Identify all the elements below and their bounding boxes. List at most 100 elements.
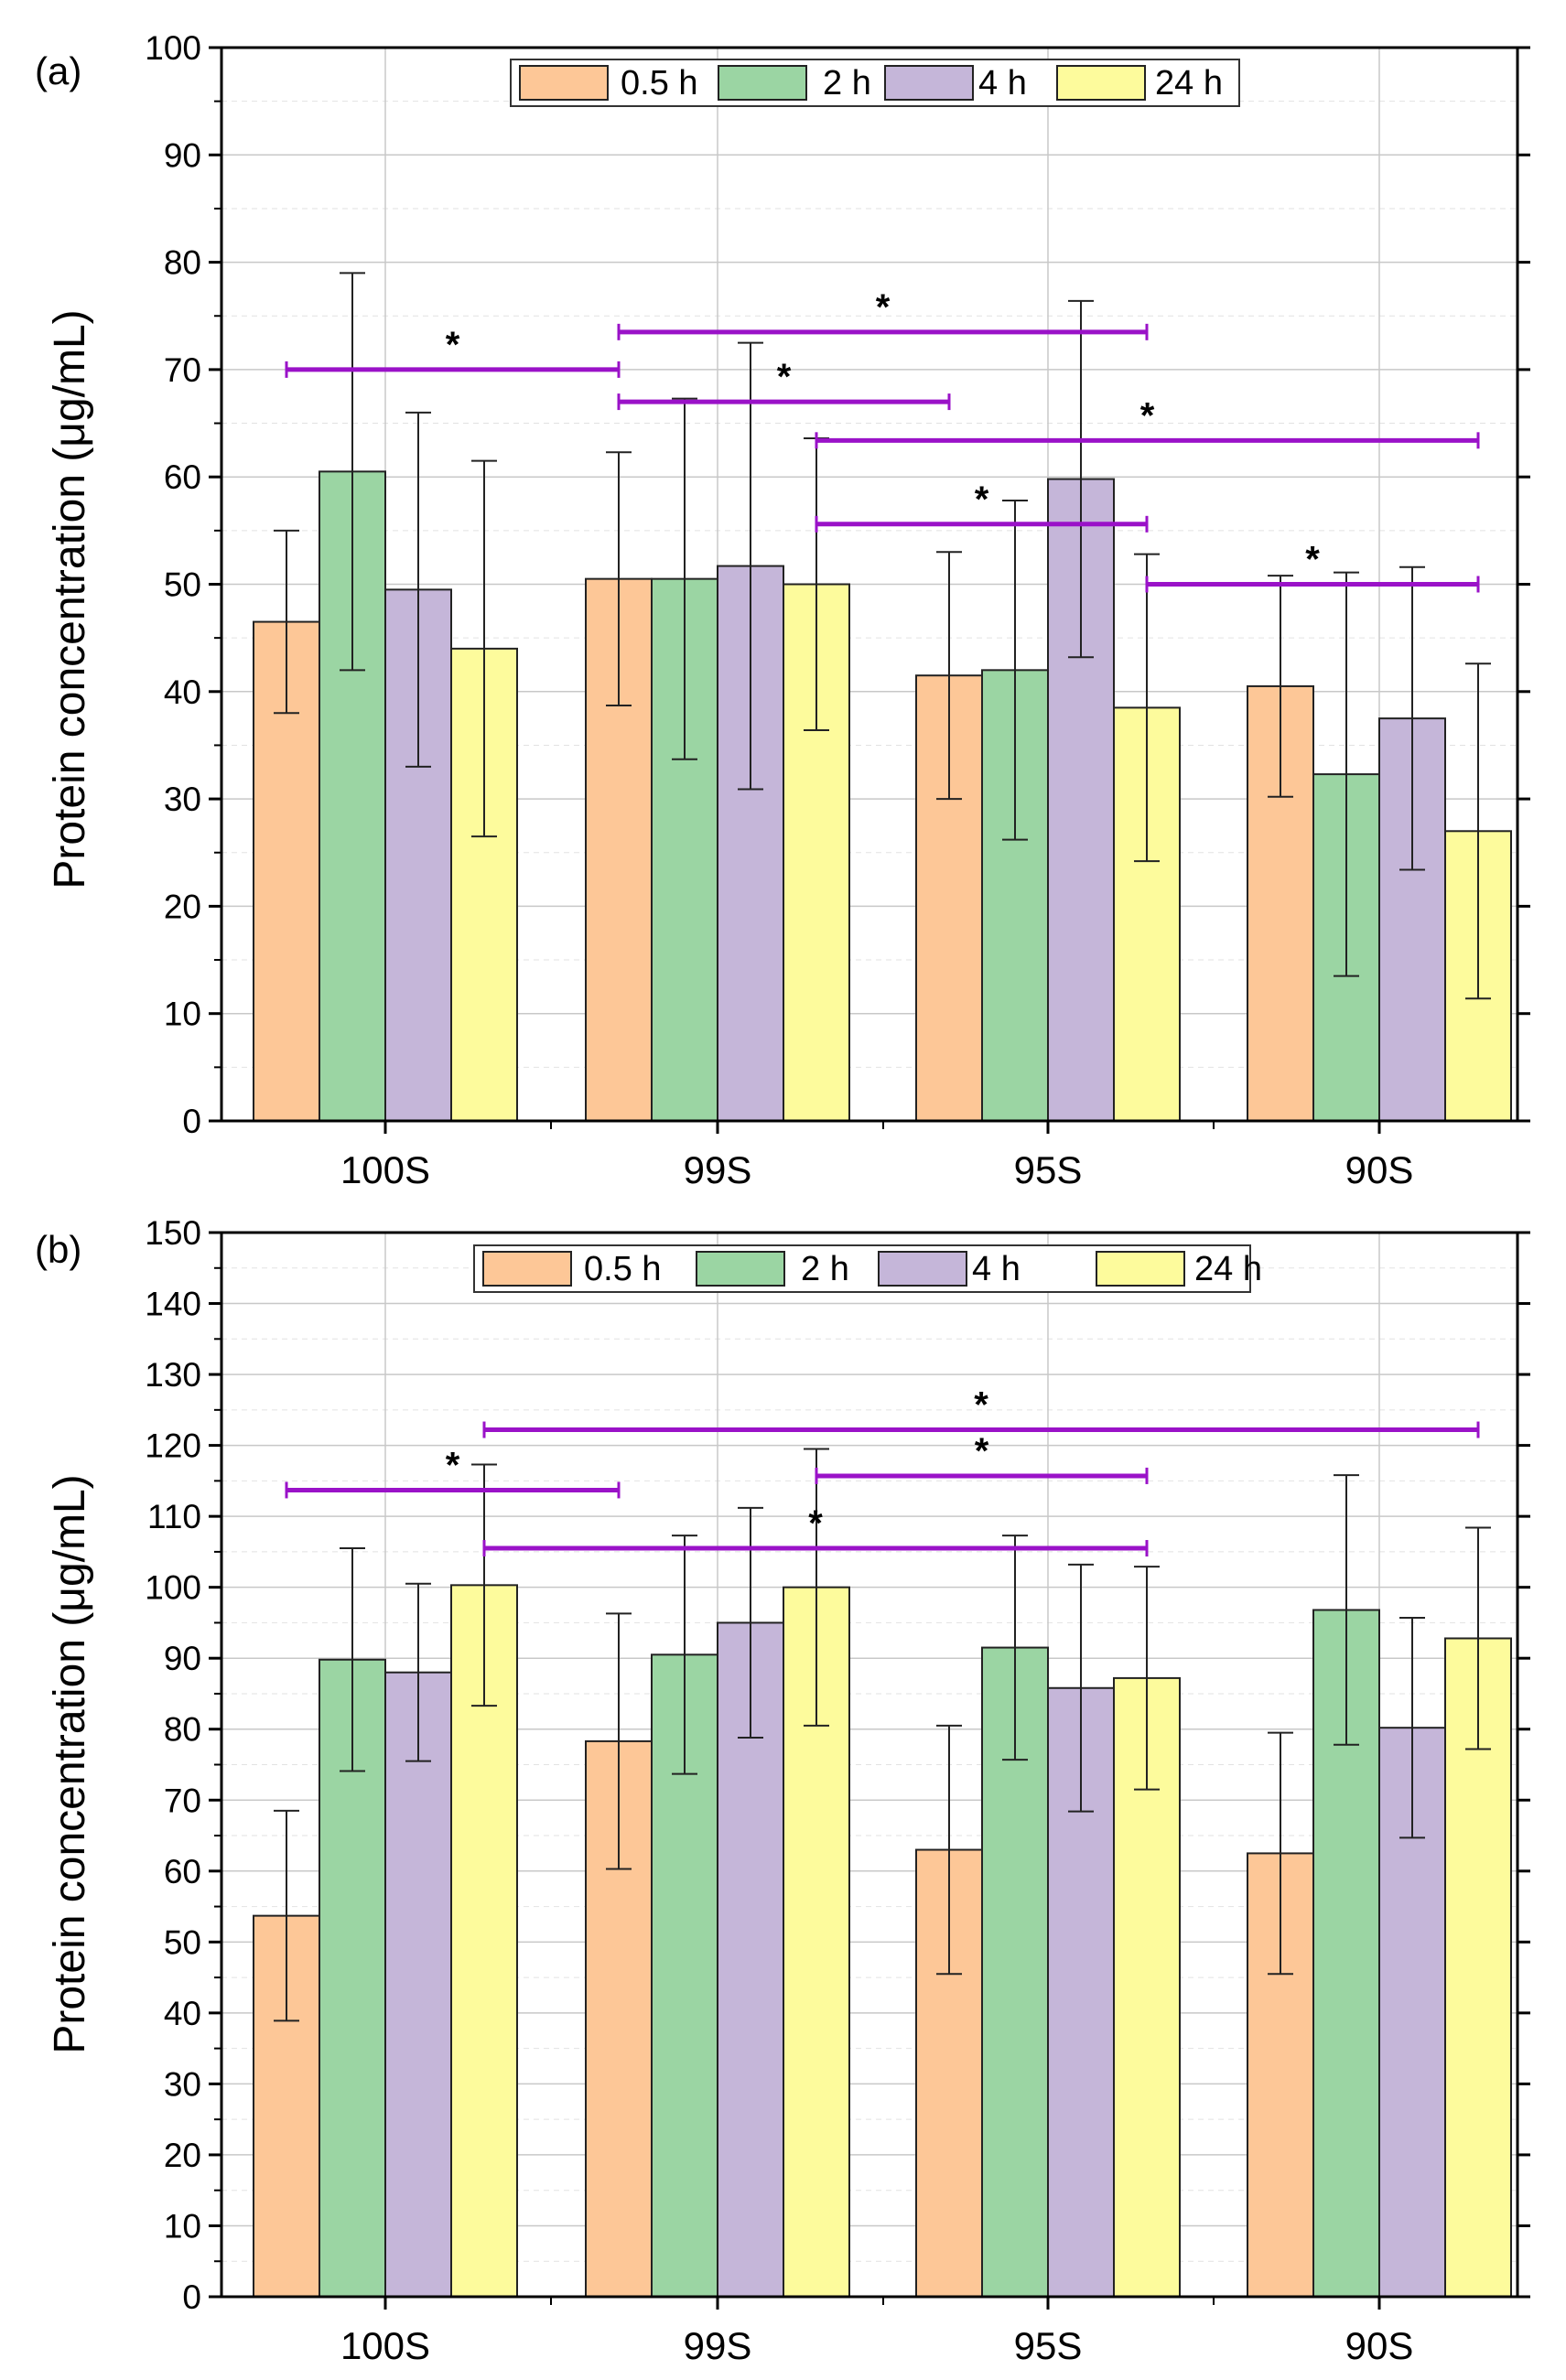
legend-b: 0.5 h 2 h 4 h 24 h	[473, 1244, 1262, 1293]
panel-label-b: (b)	[35, 1228, 81, 1271]
significance-bracket: *	[285, 325, 621, 378]
bar-100S-4h	[384, 1671, 452, 2298]
bars-b	[253, 1448, 1512, 2299]
error-bar	[1399, 565, 1425, 871]
legend-swatch	[696, 1251, 785, 1287]
legend-label: 24 h	[1194, 1250, 1262, 1288]
y-tick-label: 100	[145, 29, 201, 67]
error-bar	[672, 1535, 697, 1775]
significance-bracket: *	[617, 357, 951, 411]
y-tick-label: 0	[182, 2278, 201, 2316]
panel-b: (b) Protein concentration (μg/mL) * * * * 0 1…	[35, 1214, 1530, 2367]
x-tick-label: 99S	[684, 2324, 752, 2367]
error-bar	[471, 1463, 497, 1707]
error-bar	[1002, 1535, 1028, 1761]
error-bar	[1268, 575, 1293, 798]
error-bar	[274, 529, 299, 715]
significance-star: *	[1140, 395, 1155, 436]
x-tick-label: 100S	[340, 2324, 430, 2367]
y-tick-label: 50	[164, 1923, 201, 1961]
legend-swatch	[519, 65, 609, 101]
error-bar	[405, 1582, 431, 1762]
error-bar	[1068, 1563, 1094, 1813]
y-tick-label: 130	[145, 1356, 201, 1394]
error-bar	[804, 1448, 829, 1727]
y-tick-label: 80	[164, 244, 201, 282]
y-tick-label: 30	[164, 781, 201, 818]
legend-label: 0.5 h	[584, 1250, 662, 1288]
legend-swatch	[878, 1251, 967, 1287]
y-tick-label: 20	[164, 888, 201, 925]
error-bar	[672, 397, 697, 760]
significance-star: *	[975, 479, 989, 520]
y-tick-label: 0	[182, 1103, 201, 1140]
error-bar	[405, 411, 431, 768]
y-tick-label: 140	[145, 1286, 201, 1323]
significance-star: *	[974, 1385, 988, 1426]
legend-label: 24 h	[1155, 64, 1223, 102]
y-tick-label: 10	[164, 996, 201, 1033]
significance-bracket: *	[482, 1503, 1149, 1557]
error-bar	[340, 1547, 365, 1772]
significance-bracket: *	[482, 1385, 1480, 1438]
significance-bracket: *	[815, 1431, 1149, 1484]
x-axis-b: 100S 99S 95S 90S	[340, 2297, 1413, 2367]
y-tick-label: 70	[164, 351, 201, 389]
x-tick-label: 100S	[340, 1148, 430, 1191]
legend-swatch	[718, 65, 807, 101]
error-bar	[1068, 299, 1094, 659]
legend-a: 0.5 h 2 h 4 h 24 h	[510, 59, 1240, 107]
x-tick-label: 90S	[1345, 1148, 1414, 1191]
error-bar	[936, 551, 962, 801]
legend-label: 4 h	[972, 1250, 1021, 1288]
x-tick-label: 95S	[1014, 1148, 1083, 1191]
legend-label: 2 h	[801, 1250, 849, 1288]
panel-label-a: (a)	[35, 49, 81, 92]
error-bar	[1334, 571, 1359, 977]
y-tick-label: 110	[147, 1498, 201, 1535]
error-bar	[1134, 1566, 1160, 1791]
error-bar	[1465, 662, 1491, 1000]
significance-bracket: *	[617, 287, 1149, 340]
legend-label: 0.5 h	[621, 64, 698, 102]
x-tick-label: 95S	[1014, 2324, 1083, 2367]
y-tick-label: 150	[145, 1214, 201, 1252]
error-bar	[471, 459, 497, 838]
panel-a: (a) Protein concentration (μg/mL) ******…	[35, 29, 1530, 1191]
significance-bracket: *	[815, 395, 1480, 449]
bar-99S-24h	[783, 1586, 850, 2298]
significance-star: *	[876, 287, 891, 328]
y-tick-label: 80	[164, 1711, 201, 1749]
significance-star: *	[808, 1503, 823, 1544]
y-tick-label: 40	[164, 1995, 201, 2032]
y-tick-label: 60	[164, 1853, 201, 1890]
significance-bracket: *	[815, 479, 1149, 533]
legend-swatch	[1056, 65, 1146, 101]
y-tick-label: 60	[164, 458, 201, 496]
x-tick-label: 90S	[1345, 2324, 1414, 2367]
significance-star: *	[446, 1445, 460, 1485]
legend-label: 2 h	[823, 64, 871, 102]
y-axis-label-b: Protein concentration (μg/mL)	[46, 1474, 94, 2053]
error-bar	[738, 341, 763, 791]
error-bar	[1399, 1617, 1425, 1839]
y-tick-label: 90	[164, 136, 201, 174]
error-bar	[274, 1809, 299, 2022]
significance-star: *	[975, 1431, 989, 1471]
error-bar	[1268, 1731, 1293, 1976]
significance-bracket: *	[285, 1445, 621, 1499]
legend-label: 4 h	[978, 64, 1027, 102]
y-tick-label: 50	[164, 566, 201, 604]
legend-swatch	[884, 65, 974, 101]
error-bar	[606, 1612, 632, 1870]
error-bar	[1002, 500, 1028, 841]
x-axis-a: 100S 99S 95S 90S	[340, 1121, 1413, 1191]
error-bar	[606, 451, 632, 707]
y-tick-label: 70	[164, 1782, 201, 1819]
error-bar	[1334, 1474, 1359, 1746]
y-tick-label: 20	[164, 2137, 201, 2174]
y-axis-b: 0 10 20 30 40 50 60 70 80 90 100 110 120 130 140 150	[145, 1214, 1530, 2316]
y-tick-label: 10	[164, 2207, 201, 2245]
error-bar	[1134, 553, 1160, 863]
